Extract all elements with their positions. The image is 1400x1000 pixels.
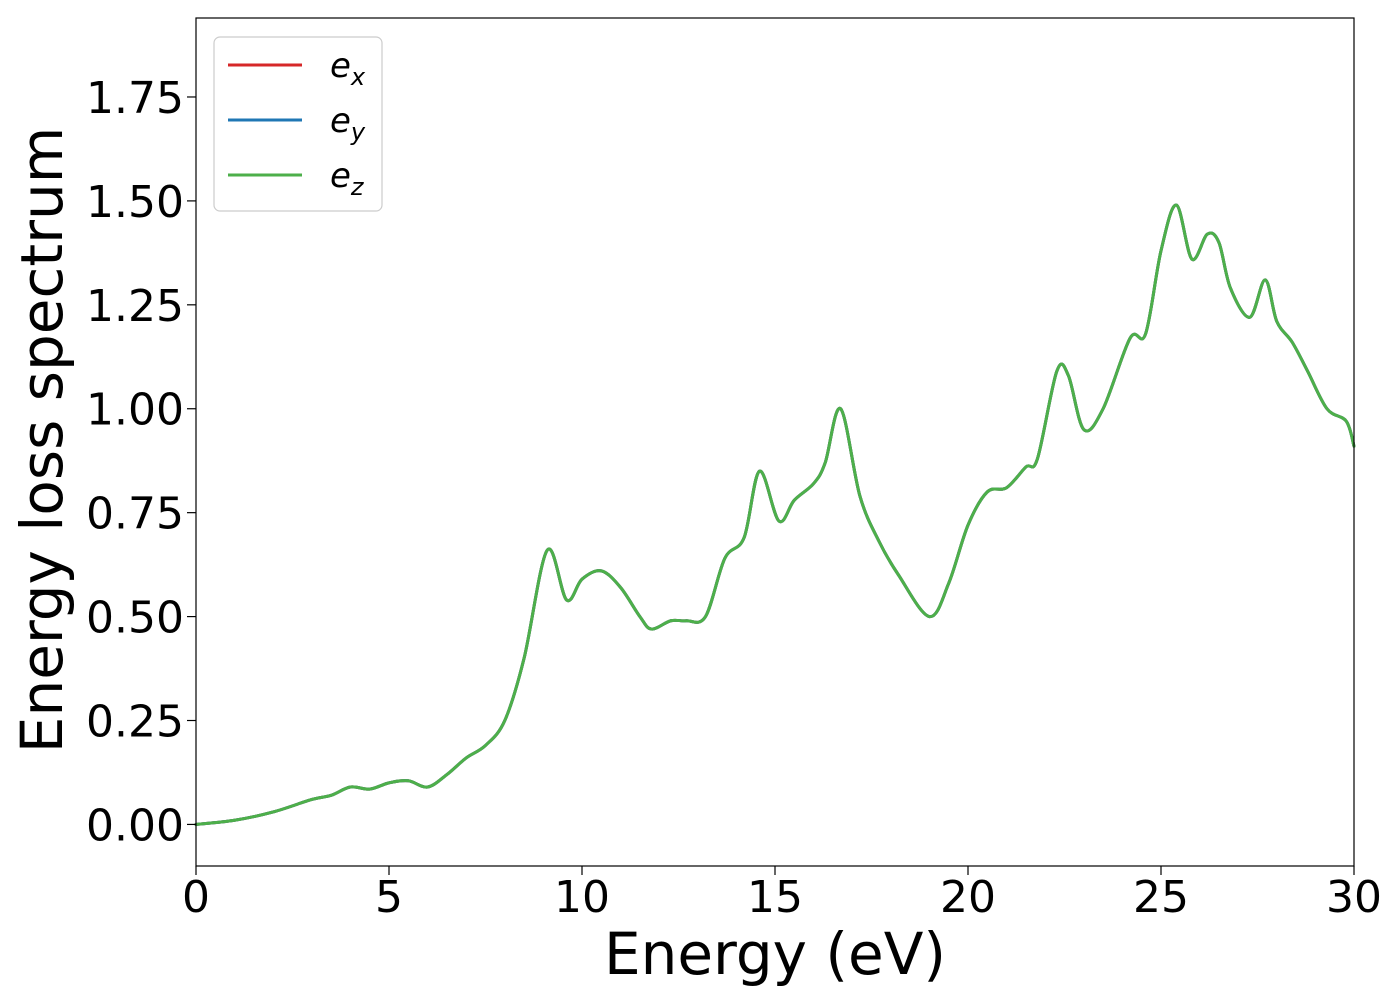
legend-items: ex ey ez (228, 46, 366, 201)
y-tick-label: 1.50 (86, 177, 184, 228)
series-layer (194, 203, 1356, 826)
x-tick-label: 0 (182, 872, 210, 923)
legend-box (213, 36, 383, 212)
y-tick-label: 0.75 (86, 489, 184, 540)
x-axis-label: Energy (eV) (604, 920, 946, 988)
x-tick-label: 5 (375, 872, 403, 923)
legend-label-e-z: ez (330, 156, 365, 201)
y-tick-label: 1.00 (86, 385, 184, 436)
y-ticks: 0.00 0.25 0.50 0.75 1.00 1.25 1.50 1.75 (86, 73, 196, 851)
x-tick-label: 15 (747, 872, 803, 923)
x-tick-label: 30 (1326, 872, 1382, 923)
y-tick-label: 1.75 (86, 73, 184, 124)
series-line-e-z (194, 203, 1356, 826)
legend-label-e-x: ex (330, 46, 366, 91)
legend: ex ey ez (213, 36, 383, 212)
x-tick-label: 25 (1133, 872, 1189, 923)
y-tick-label: 0.00 (86, 800, 184, 851)
y-tick-label: 0.25 (86, 697, 184, 748)
y-tick-label: 0.50 (86, 593, 184, 644)
y-tick-label: 1.25 (86, 281, 184, 332)
x-tick-label: 10 (554, 872, 610, 923)
x-ticks: 0 5 10 15 20 25 30 (182, 866, 1382, 923)
y-axis-label: Energy loss spectrum (8, 127, 76, 753)
x-tick-label: 20 (940, 872, 996, 923)
legend-label-e-y: ey (330, 101, 366, 146)
